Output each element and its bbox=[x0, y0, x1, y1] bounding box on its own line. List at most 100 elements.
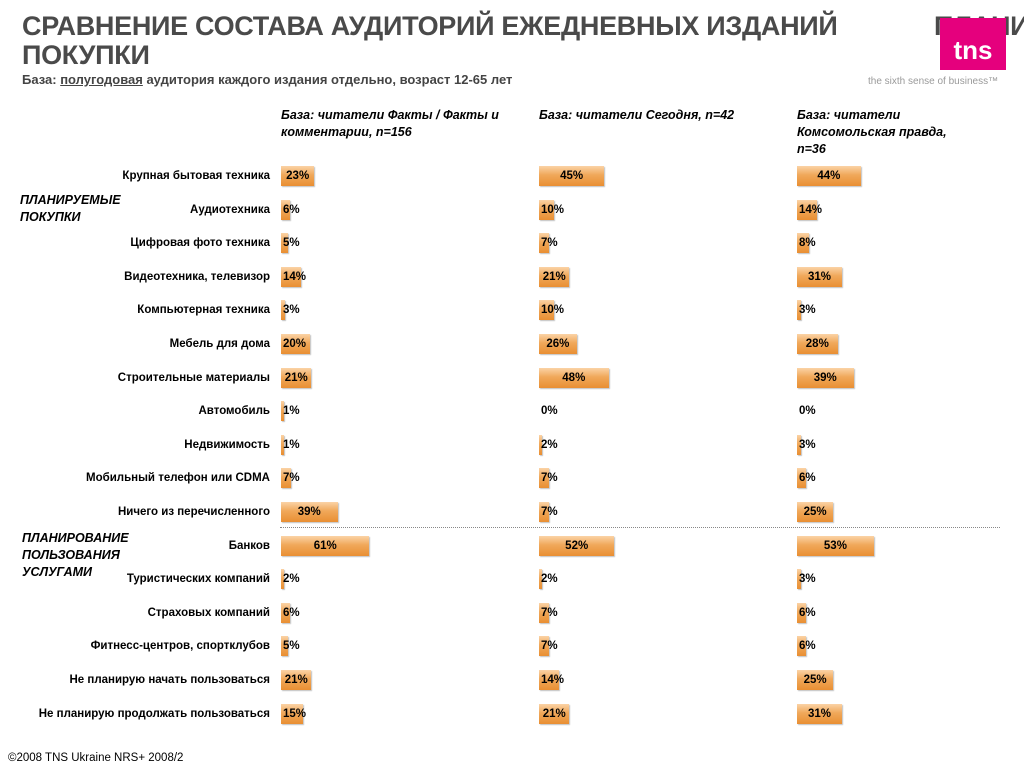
tns-logo: tns bbox=[940, 18, 1006, 70]
data-label: 39% bbox=[297, 506, 321, 518]
data-label: 8% bbox=[799, 237, 816, 250]
data-label: 31% bbox=[807, 707, 831, 720]
bar-mark bbox=[539, 166, 605, 186]
category-label: Мебель для дома bbox=[169, 338, 270, 350]
bar-mark bbox=[797, 535, 874, 556]
data-label: 25% bbox=[803, 506, 827, 518]
data-label: 21% bbox=[542, 707, 566, 720]
category-label: Видеотехника, телевизор bbox=[124, 270, 270, 283]
bar-mark bbox=[281, 535, 370, 556]
data-label: 7% bbox=[541, 237, 558, 250]
bar-mark bbox=[281, 233, 289, 254]
category-label: Цифровая фото техника bbox=[130, 237, 270, 250]
data-label: 3% bbox=[799, 304, 816, 317]
bar-mark bbox=[539, 670, 560, 690]
data-label: 2% bbox=[283, 573, 300, 586]
category-label: Страховых компаний bbox=[147, 606, 270, 619]
data-label: 28% bbox=[805, 338, 829, 350]
category-label: Банков bbox=[228, 539, 270, 552]
section-divider bbox=[280, 527, 1000, 528]
bar-mark bbox=[539, 199, 554, 220]
data-label: 6% bbox=[283, 606, 300, 619]
category-label: Компьютерная техника bbox=[137, 304, 270, 317]
bar-mark bbox=[281, 334, 310, 354]
bar-mark bbox=[539, 367, 609, 388]
bar-mark bbox=[797, 434, 802, 455]
category-label: Туристических компаний bbox=[126, 573, 270, 586]
data-label: 7% bbox=[283, 472, 300, 485]
bar-mark bbox=[797, 636, 806, 657]
logo-text: tns bbox=[953, 35, 993, 65]
data-label: 21% bbox=[284, 371, 308, 384]
logo-tagline: the sixth sense of business™ bbox=[868, 76, 999, 87]
data-label: 25% bbox=[803, 674, 827, 686]
category-label: Не планирую начать пользоваться bbox=[69, 674, 270, 686]
data-label: 39% bbox=[813, 371, 837, 384]
data-label: 7% bbox=[541, 506, 558, 518]
bar-mark bbox=[797, 703, 842, 724]
data-label: 5% bbox=[283, 237, 300, 250]
data-label: 2% bbox=[541, 573, 558, 586]
bar-mark bbox=[281, 401, 284, 422]
bar-mark bbox=[539, 468, 550, 489]
data-label: 2% bbox=[541, 438, 558, 451]
bar-mark bbox=[281, 670, 312, 690]
title-line1: СРАВНЕНИЕ СОСТАВА АУДИТОРИЙ ЕЖЕДНЕВНЫХ И… bbox=[22, 11, 838, 41]
data-label: 52% bbox=[565, 539, 589, 552]
category-label: Фитнесс-центров, спортклубов bbox=[90, 640, 270, 653]
column-header-fakty: База: читатели Факты / Факты и комментар… bbox=[281, 108, 499, 139]
bar-mark bbox=[281, 502, 338, 522]
category-label: Строительные материалы bbox=[117, 371, 270, 384]
subtitle-underlined: полугодовая bbox=[60, 72, 143, 87]
footer-copyright: ©2008 TNS Ukraine NRS+ 2008/2 bbox=[8, 752, 184, 764]
bar-mark bbox=[797, 502, 834, 522]
data-label: 15% bbox=[283, 707, 307, 720]
data-label: 7% bbox=[541, 640, 558, 653]
subtitle-prefix: База: bbox=[22, 72, 61, 87]
bar-mark bbox=[281, 602, 290, 623]
data-label: 7% bbox=[541, 606, 558, 619]
data-label: 6% bbox=[799, 640, 816, 653]
data-label: 6% bbox=[799, 606, 816, 619]
page-title: СРАВНЕНИЕ СОСТАВА АУДИТОРИЙ ЕЖЕДНЕВНЫХ И… bbox=[22, 11, 1024, 70]
data-label: 48% bbox=[562, 371, 586, 384]
bar-mark bbox=[539, 334, 577, 354]
bar-mark bbox=[797, 670, 834, 690]
data-label: 10% bbox=[541, 203, 565, 216]
data-label: 6% bbox=[283, 203, 300, 216]
bar-mark bbox=[797, 199, 818, 220]
category-label: Крупная бытовая техника bbox=[122, 170, 270, 182]
data-label: 0% bbox=[541, 405, 558, 418]
data-label: 31% bbox=[807, 270, 831, 283]
data-label: 14% bbox=[541, 674, 565, 686]
column-header-kp: База: читатели Комсомольская правда, n=3… bbox=[797, 108, 947, 156]
group-label-purchases: ПЛАНИРУЕМЫЕ ПОКУПКИ bbox=[20, 193, 121, 224]
category-label: Аудиотехника bbox=[190, 203, 270, 216]
data-label: 14% bbox=[799, 203, 823, 216]
column-header-segodnya: База: читатели Сегодня, n=42 bbox=[539, 108, 735, 122]
bar-mark bbox=[797, 569, 802, 590]
bar-mark bbox=[539, 602, 550, 623]
bar-mark bbox=[539, 636, 550, 657]
bar-mark bbox=[797, 334, 838, 354]
bar-mark bbox=[281, 199, 290, 220]
bar-mark bbox=[281, 166, 315, 186]
group-label-services: ПЛАНИРОВАНИЕ ПОЛЬЗОВАНИЯ УСЛУГАМИ bbox=[22, 531, 129, 579]
bar-mark bbox=[539, 535, 615, 556]
category-label: Мобильный телефон или CDMA bbox=[86, 472, 270, 485]
bar-mark bbox=[539, 569, 542, 590]
data-label: 3% bbox=[799, 438, 816, 451]
bar-mark bbox=[281, 636, 289, 657]
bar-mark bbox=[281, 569, 284, 590]
bar-mark bbox=[797, 602, 806, 623]
bar-mark bbox=[539, 434, 542, 455]
category-label: Недвижимость bbox=[184, 438, 270, 451]
data-label: 23% bbox=[286, 170, 310, 182]
data-label: 45% bbox=[560, 170, 584, 182]
bar-mark bbox=[539, 266, 570, 287]
bar-mark bbox=[797, 468, 806, 489]
subtitle-rest: аудитория каждого издания отдельно, возр… bbox=[142, 72, 513, 87]
category-label: Не планирую продолжать пользоваться bbox=[38, 707, 270, 720]
bar-mark bbox=[281, 434, 284, 455]
bar-mark bbox=[539, 703, 570, 724]
